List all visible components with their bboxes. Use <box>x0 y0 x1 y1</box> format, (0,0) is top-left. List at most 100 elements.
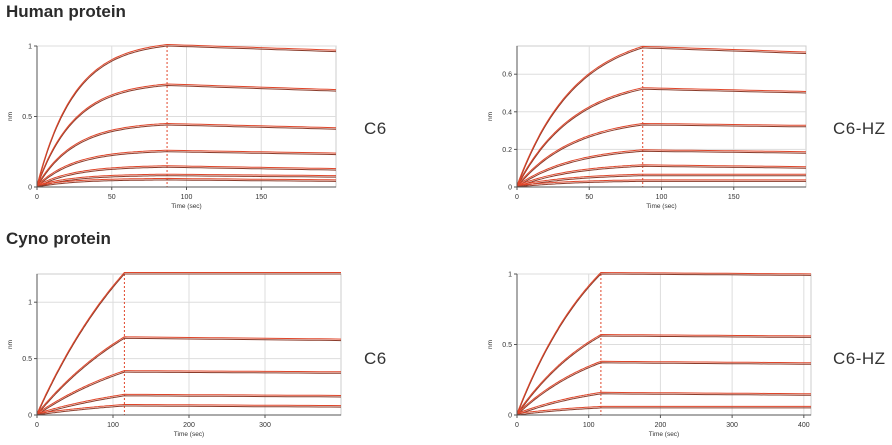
series-fit-line <box>36 149 337 186</box>
y-tick-label: 0.5 <box>22 114 32 121</box>
series-data-line <box>36 124 337 188</box>
chart-svg: 0 50 100 150 0 0.2 0.4 0.6 Time (sec) nm <box>487 45 807 210</box>
series-fit-line <box>36 173 336 186</box>
y-axis-label: nm <box>7 340 14 349</box>
chart-svg: 0 100 200 300 400 0 0.5 1 Time (sec) nm <box>487 271 812 438</box>
series-data-line <box>516 150 807 188</box>
y-tick-label: 0.2 <box>502 147 512 154</box>
chart-cyno-c6hz: 0 100 200 300 400 0 0.5 1 Time (sec) nm <box>480 268 815 443</box>
series-data-line <box>516 393 812 416</box>
x-tick-label: 200 <box>655 422 667 429</box>
x-tick-label: 0 <box>35 422 39 429</box>
x-tick-label: 300 <box>259 422 271 429</box>
y-tick-label: 0 <box>508 185 512 192</box>
x-axis-label: Time (sec) <box>649 431 679 438</box>
panel-label-cyno-c6hz: C6-HZ <box>833 349 886 368</box>
series-fit-line <box>516 333 811 414</box>
series-fit-line <box>516 391 812 414</box>
series-fit-line <box>516 45 807 186</box>
series-data-line <box>516 47 807 188</box>
panel-label-human-c6: C6 <box>364 119 387 138</box>
x-axis-label: Time (sec) <box>171 203 201 210</box>
chart-human-c6: 0 50 100 150 0 0.5 1 Time (sec) nm <box>0 40 340 215</box>
y-tick-label: 0.5 <box>22 356 32 363</box>
series-data-line <box>36 371 342 416</box>
series-data-line <box>36 175 336 188</box>
y-tick-label: 0.5 <box>502 342 512 349</box>
series-data-line <box>516 407 811 416</box>
series-data-line <box>516 180 806 188</box>
series-fit-line <box>36 165 337 186</box>
series-data-line <box>36 337 342 416</box>
y-tick-label: 0 <box>508 413 512 420</box>
x-tick-label: 100 <box>181 194 193 201</box>
series-data-line <box>516 165 807 188</box>
x-tick-label: 50 <box>108 194 116 201</box>
x-tick-label: 0 <box>35 194 39 201</box>
series-data-line <box>516 124 807 188</box>
x-tick-label: 0 <box>515 422 519 429</box>
series-data-line <box>36 179 337 188</box>
y-tick-label: 0.4 <box>502 109 512 116</box>
y-tick-label: 1 <box>508 272 512 279</box>
series-data-line <box>516 273 812 416</box>
x-tick-label: 100 <box>583 422 595 429</box>
chart-cyno-c6: 0 100 200 300 0 0.5 1 Time (sec) nm <box>0 268 345 443</box>
series-data-line <box>36 273 341 416</box>
x-tick-label: 100 <box>656 194 668 201</box>
series-fit-line <box>36 393 342 414</box>
x-tick-label: 150 <box>728 194 740 201</box>
x-tick-label: 400 <box>798 422 810 429</box>
series-data-line <box>516 362 811 416</box>
x-axis-label: Time (sec) <box>174 431 204 438</box>
series-fit-line <box>36 272 341 414</box>
series-data-line <box>516 335 811 416</box>
y-tick-label: 0.6 <box>502 72 512 79</box>
y-tick-label: 1 <box>28 300 32 307</box>
chart-svg: 0 100 200 300 0 0.5 1 Time (sec) nm <box>7 272 342 438</box>
series-data-line <box>36 405 342 416</box>
series-fit-line <box>36 336 342 414</box>
y-tick-label: 0 <box>28 413 32 420</box>
series-data-line <box>516 88 807 188</box>
series-fit-line <box>516 173 806 186</box>
series-fit-line <box>516 179 806 186</box>
x-tick-label: 100 <box>107 422 119 429</box>
series-fit-line <box>516 122 807 186</box>
x-axis-label: Time (sec) <box>646 203 676 210</box>
x-tick-label: 50 <box>585 194 593 201</box>
series-fit-line <box>516 149 807 186</box>
series-fit-line <box>516 271 812 414</box>
series-fit-line <box>516 405 811 414</box>
y-axis-label: nm <box>487 112 494 121</box>
x-tick-label: 0 <box>515 194 519 201</box>
section-title-cyno: Cyno protein <box>6 229 111 248</box>
section-title-human: Human protein <box>6 2 126 21</box>
panel-label-cyno-c6: C6 <box>364 349 387 368</box>
series-data-line <box>36 84 337 188</box>
series-fit-line <box>36 370 342 414</box>
series-fit-line <box>516 87 807 186</box>
x-tick-label: 150 <box>255 194 267 201</box>
series-data-line <box>516 175 806 188</box>
chart-svg: 0 50 100 150 0 0.5 1 Time (sec) nm <box>7 43 337 210</box>
y-axis-label: nm <box>487 340 494 349</box>
x-tick-label: 300 <box>726 422 738 429</box>
y-tick-label: 0 <box>28 185 32 192</box>
series-data-line <box>36 395 342 416</box>
series-fit-line <box>36 122 337 186</box>
x-tick-label: 200 <box>183 422 195 429</box>
y-axis-label: nm <box>7 112 14 121</box>
series-fit-line <box>36 404 342 414</box>
chart-human-c6hz: 0 50 100 150 0 0.2 0.4 0.6 Time (sec) nm <box>480 40 810 215</box>
series-fit-line <box>516 164 807 186</box>
series-data-line <box>36 45 337 188</box>
y-tick-label: 1 <box>28 44 32 51</box>
series-data-line <box>36 151 337 188</box>
series-fit-line <box>36 43 337 186</box>
series-data-line <box>36 166 337 188</box>
series-fit-line <box>36 83 337 186</box>
series-fit-line <box>516 360 811 414</box>
panel-label-human-c6hz: C6-HZ <box>833 119 886 138</box>
series-fit-line <box>36 177 337 186</box>
